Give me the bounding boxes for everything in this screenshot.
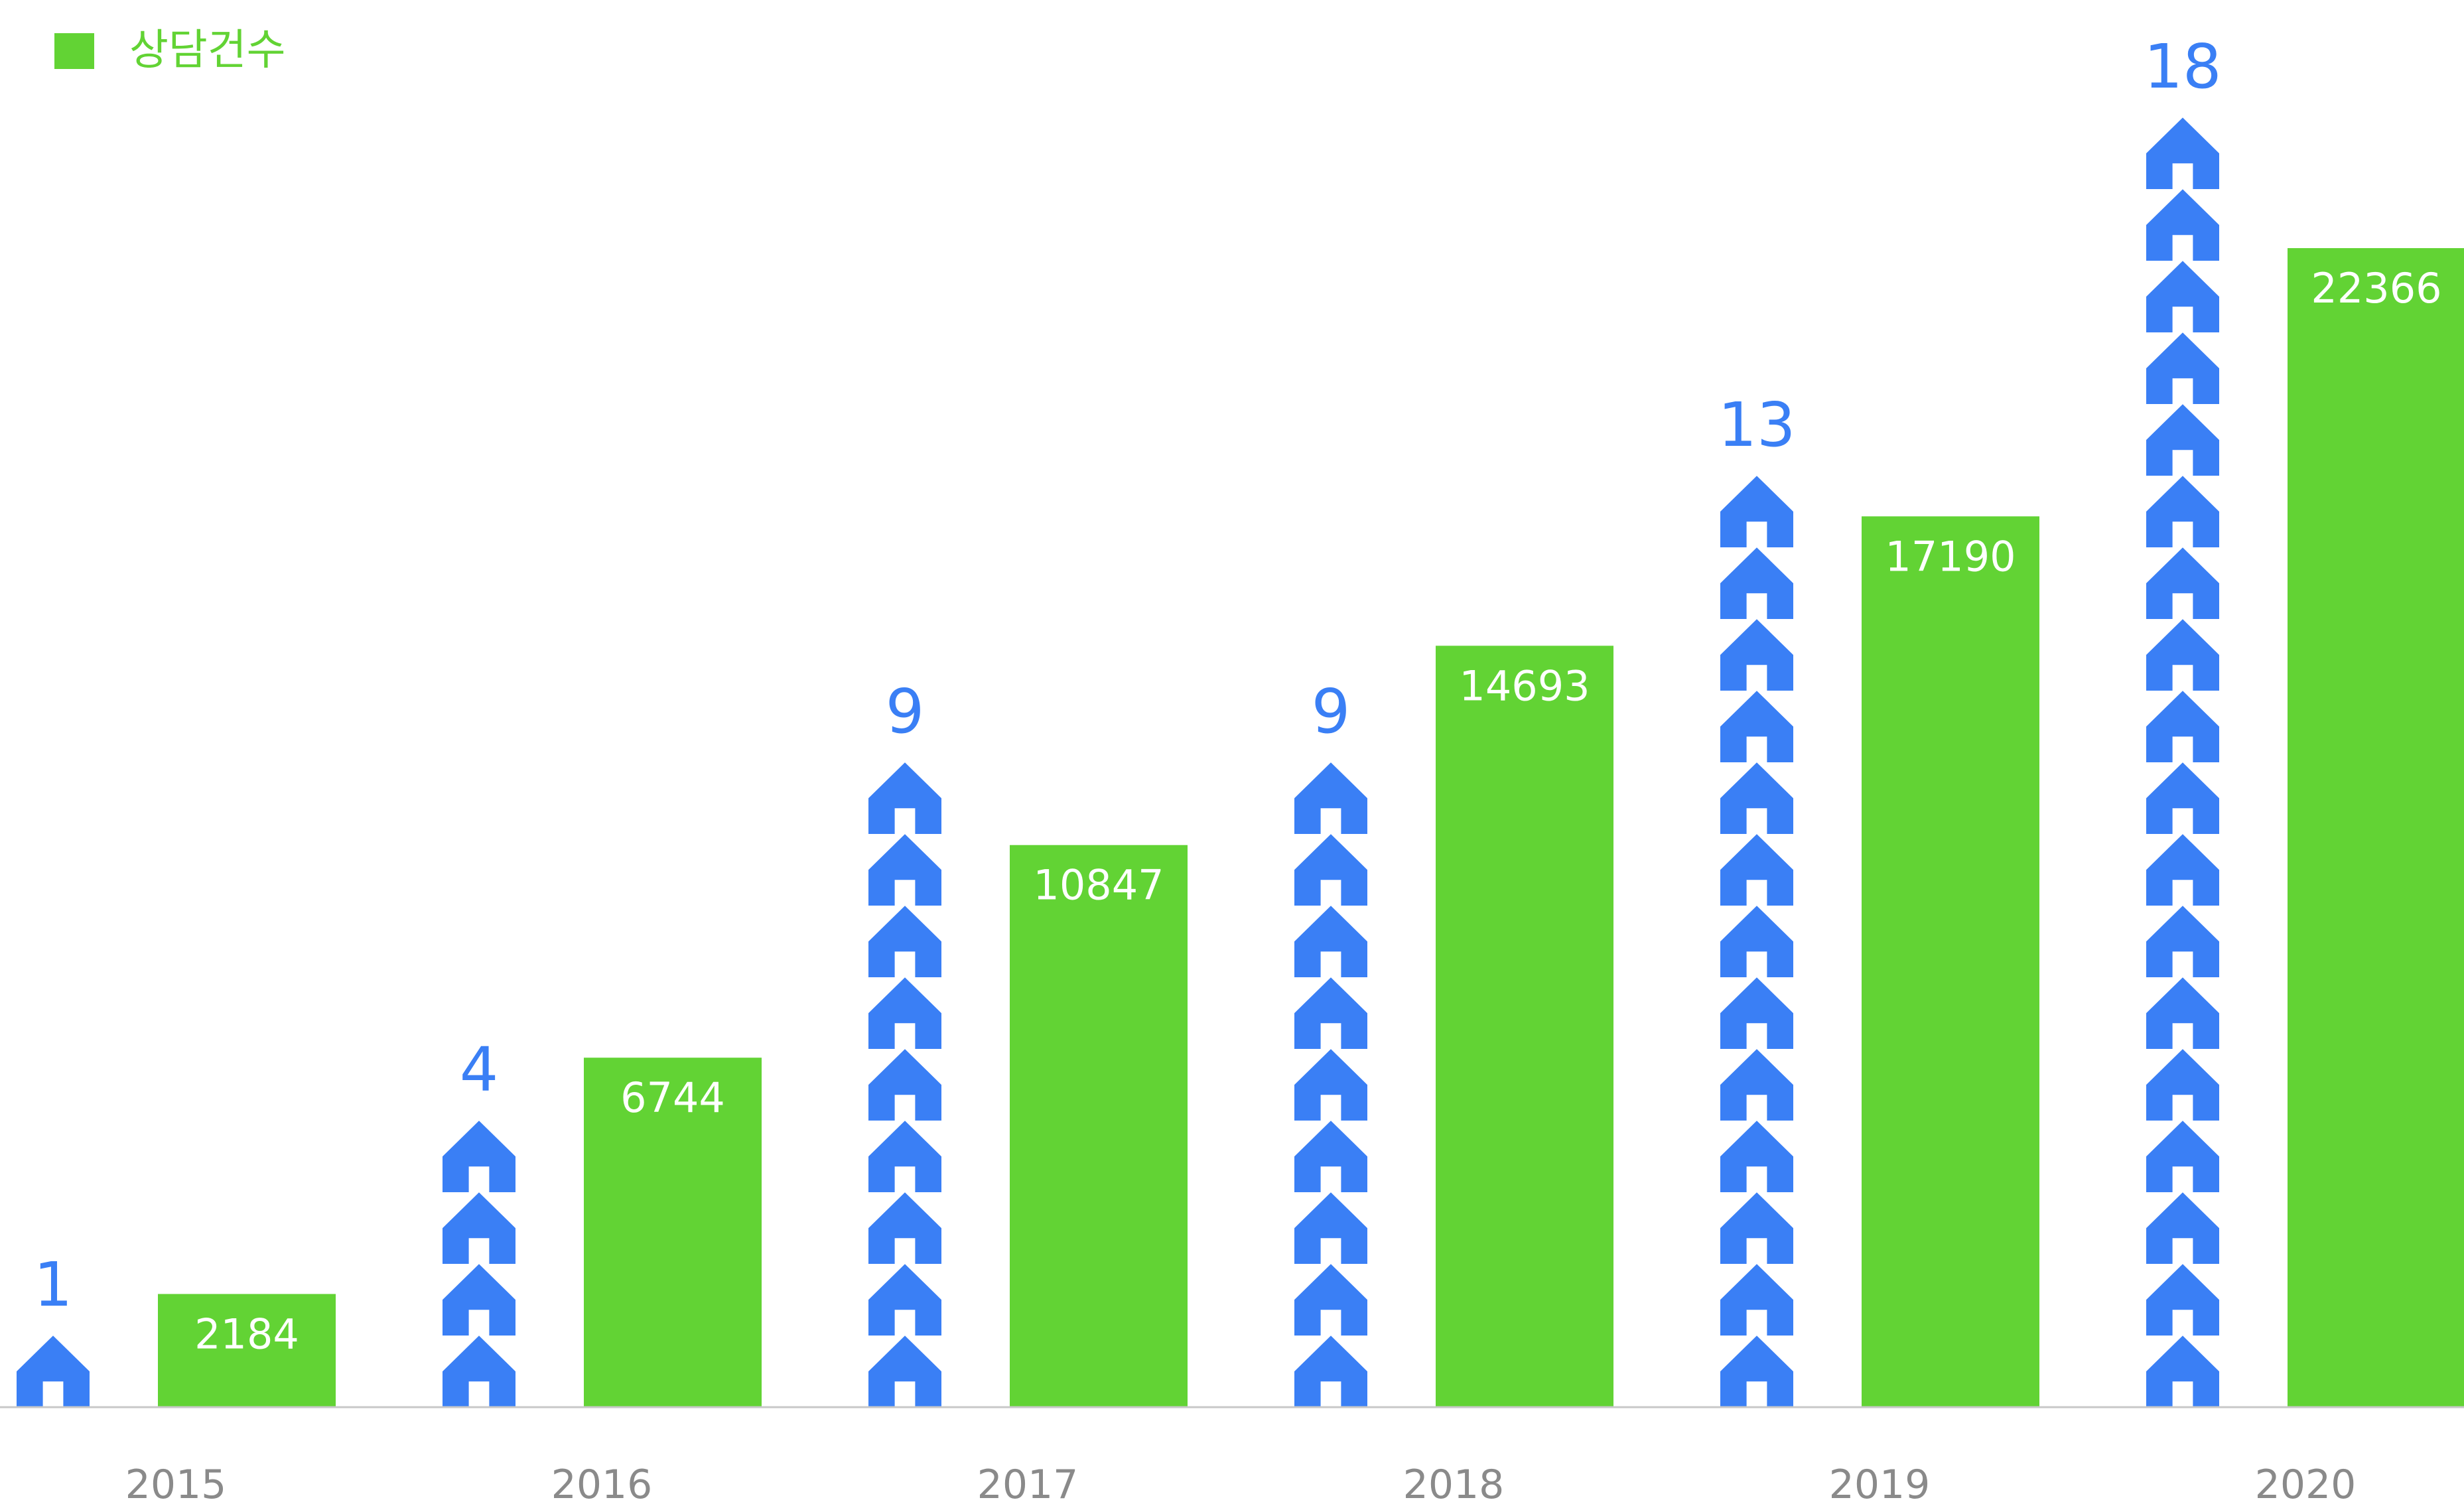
house-icon [1720,834,1793,906]
house-icon [1720,1264,1793,1336]
house-icon [2146,1049,2219,1121]
x-axis-labels: 2015 2016 2017 2018 2019 2020 [125,1462,2357,1508]
house-icon [1294,906,1367,977]
house-icon [868,1336,941,1407]
house-icon [2146,261,2219,332]
house-icon [2146,1336,2219,1407]
house-icon [868,762,941,834]
house-icon [868,906,941,977]
house-icon [2146,189,2219,261]
house-icon [868,834,941,906]
house-icon [443,1336,515,1407]
house-icon [1294,762,1367,834]
icon-count-label: 9 [1312,676,1351,747]
house-icon [2146,1121,2219,1192]
house-icon [868,1121,941,1192]
legend-swatch [54,33,94,69]
house-icon [2146,1192,2219,1264]
house-icon [2146,834,2219,906]
legend: 상담건수 [54,26,286,75]
bar-value-label: 2184 [194,1310,299,1358]
x-tick-label: 2016 [551,1462,653,1508]
house-icon [1294,1121,1367,1192]
house-icon [1720,1192,1793,1264]
house-icon [1720,691,1793,762]
house-icon [443,1264,515,1336]
house-icon [443,1192,515,1264]
house-icon [868,977,941,1049]
house-icon [1720,619,1793,691]
house-icon [1720,547,1793,619]
house-icon [2146,762,2219,834]
house-icon [868,1192,941,1264]
house-icon [2146,691,2219,762]
house-icon [2146,332,2219,404]
icon-count-label: 13 [1718,389,1795,460]
bar-value-label: 17190 [1885,532,2016,581]
x-tick-label: 2018 [1403,1462,1505,1508]
house-icon [2146,977,2219,1049]
bar [584,1058,762,1407]
icon-count-label: 4 [460,1034,499,1105]
house-icon [1720,977,1793,1049]
bar [1010,845,1188,1407]
house-icon [2146,1264,2219,1336]
bar [1436,646,1613,1407]
house-icon [17,1336,90,1407]
bar-value-label: 14693 [1459,661,1590,710]
icon-count-label: 18 [2144,31,2221,102]
house-icon [1294,1264,1367,1336]
house-icon [1294,834,1367,906]
house-icon [1720,906,1793,977]
icon-count-label: 1 [34,1249,73,1320]
house-icon [2146,547,2219,619]
house-icon [1294,1049,1367,1121]
house-icon [1294,977,1367,1049]
bar-value-label: 6744 [620,1073,725,1122]
house-icon [443,1121,515,1192]
bar [1862,516,2039,1408]
icon-count-label: 9 [886,676,925,747]
house-icon [1720,762,1793,834]
house-icon [868,1049,941,1121]
x-tick-label: 2020 [2255,1462,2357,1508]
house-icon [868,1264,941,1336]
house-icon [1720,1121,1793,1192]
house-icon [1720,1049,1793,1121]
house-icon [2146,117,2219,189]
house-icon [1720,476,1793,547]
x-tick-label: 2015 [125,1462,227,1508]
x-tick-label: 2017 [977,1462,1079,1508]
bar [2288,248,2464,1407]
house-icon [1294,1192,1367,1264]
house-icon [2146,404,2219,476]
bar [158,1294,336,1407]
house-icon [2146,476,2219,547]
chart-marks: 1 2184 4 6744 9 10847 9 14693 13 17190 18 22366 [17,31,2464,1408]
house-icon [2146,906,2219,977]
bar-value-label: 22366 [2311,264,2441,312]
house-icon [1294,1336,1367,1407]
bar-value-label: 10847 [1033,861,1164,910]
x-tick-label: 2019 [1829,1462,1931,1508]
house-icon [2146,619,2219,691]
legend-label: 상담건수 [129,26,286,75]
house-icon [1720,1336,1793,1407]
